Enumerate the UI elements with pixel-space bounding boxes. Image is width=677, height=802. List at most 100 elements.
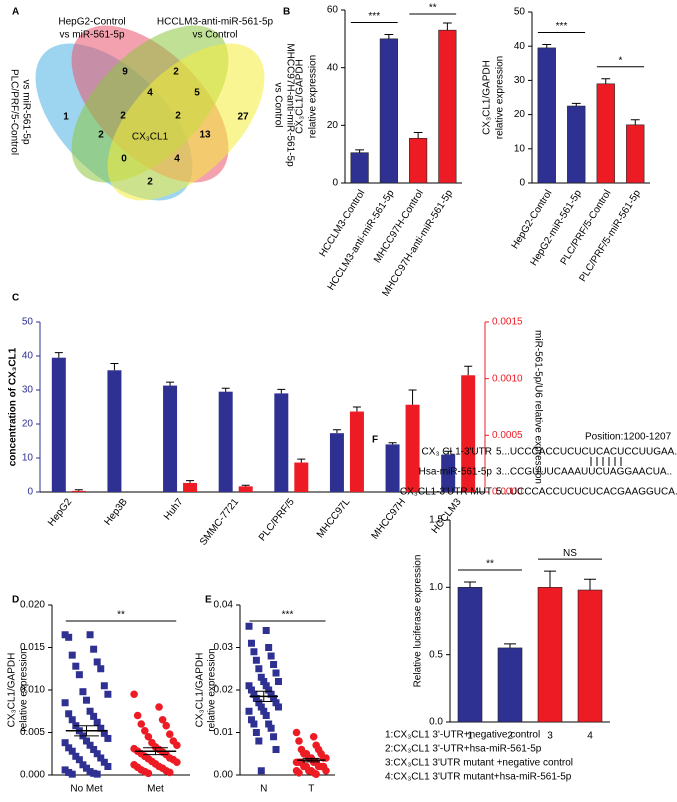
error-bar xyxy=(584,578,596,591)
x-tick-label: MHCC97L xyxy=(315,496,353,540)
data-point xyxy=(100,729,108,737)
region-count: 2 xyxy=(98,130,104,141)
data-point xyxy=(255,737,263,745)
panel-label: E xyxy=(205,595,212,606)
significance-label: NS xyxy=(563,548,577,559)
data-point xyxy=(72,752,80,760)
y-tick-label: 40 xyxy=(22,351,34,362)
note: 4:CX₃CL1 3'UTR mutant+hsa-miR-561-5p xyxy=(385,772,572,783)
data-point xyxy=(79,761,87,769)
error-bar xyxy=(504,643,516,648)
y-tick-label: 0.005 xyxy=(20,727,45,738)
data-point xyxy=(173,758,181,767)
error-bar xyxy=(408,389,417,405)
sem-bar xyxy=(255,690,273,702)
x-tick-label: 1 xyxy=(467,731,473,742)
bar xyxy=(537,47,556,184)
data-point xyxy=(250,648,258,656)
data-point xyxy=(100,758,108,766)
error-bar xyxy=(544,570,556,588)
x-tick-label: Met xyxy=(147,784,164,795)
error-bar xyxy=(74,489,83,491)
region-count: 2 xyxy=(175,111,181,122)
row-label: CX₃CL1-3'UTR MUT xyxy=(400,487,492,498)
data-point xyxy=(255,699,263,707)
error-bar xyxy=(388,442,397,445)
data-point xyxy=(245,622,253,630)
y-tick-label: 20 xyxy=(514,109,526,120)
set-label: HepG2-Control xyxy=(58,17,125,28)
x-tick-label: Hep3B xyxy=(102,496,130,527)
y-tick-label: 0.010 xyxy=(20,685,45,696)
data-point xyxy=(86,707,94,715)
data-point xyxy=(75,756,83,764)
data-point xyxy=(267,724,275,732)
data-point xyxy=(250,690,258,698)
sequence: 3...CCGUUUCAAAUUCUAGGAACUA.. xyxy=(496,467,672,478)
y-tick-label: 50 xyxy=(22,317,34,328)
data-point xyxy=(322,766,330,775)
data-point xyxy=(97,665,105,673)
region-count: 2 xyxy=(147,177,153,188)
x-tick-label: Huh7 xyxy=(162,496,186,522)
set-label: HCCLM3-anti-miR-561-5p xyxy=(157,17,274,28)
y-axis-label: CX₃CL1/GAPDH xyxy=(482,60,493,135)
set-label: vs miR-561-5p xyxy=(20,79,31,144)
data-point xyxy=(141,727,149,735)
region-count: 2 xyxy=(120,111,126,122)
set-ellipse xyxy=(107,43,265,201)
data-point xyxy=(65,768,73,776)
y-tick-label: 0.04 xyxy=(214,600,234,611)
y-tick-label: 40 xyxy=(514,41,526,52)
significance-label: *** xyxy=(368,11,380,22)
data-point xyxy=(68,747,76,755)
bar xyxy=(51,357,66,492)
y-tick-label: 20 xyxy=(327,120,339,131)
y-tick-label: 0.5 xyxy=(429,649,443,660)
sequence: 5...UCCCACCUCUCUCACGAAGGUCA.. xyxy=(496,487,677,498)
data-point xyxy=(262,712,270,719)
x-tick-label: No Met xyxy=(70,784,102,795)
data-point xyxy=(68,770,76,778)
data-point xyxy=(86,631,94,639)
region-count: 1 xyxy=(63,112,69,123)
error-bar xyxy=(297,458,306,463)
y-tick-label: 10 xyxy=(22,453,34,464)
data-point xyxy=(133,711,142,720)
y-tick-label: 40 xyxy=(327,62,339,73)
data-point xyxy=(295,737,303,745)
panel-label: C xyxy=(12,293,19,304)
data-point xyxy=(90,769,98,777)
y-tick-label: 0 xyxy=(332,178,338,189)
significance-label: ** xyxy=(429,3,437,14)
data-point xyxy=(260,678,268,685)
y-tick-label: 0 xyxy=(519,178,525,189)
row-label: CX₃ CL1-3'UTR xyxy=(422,447,492,458)
y-tick-label: 0.01 xyxy=(214,727,234,738)
data-point xyxy=(144,769,153,778)
data-point xyxy=(61,766,69,774)
position-label: Position:1200-1207 xyxy=(585,432,672,443)
bar xyxy=(567,105,586,184)
error-bar xyxy=(464,581,476,588)
y-tick-label: 0.020 xyxy=(20,600,45,611)
bar xyxy=(441,454,456,492)
data-point xyxy=(104,734,112,742)
panel-label: A xyxy=(12,7,19,18)
data-point xyxy=(272,746,280,753)
error-bar xyxy=(444,450,453,455)
bar xyxy=(409,138,428,184)
region-count: 9 xyxy=(122,67,128,78)
data-point xyxy=(65,710,73,718)
data-point xyxy=(274,678,282,685)
data-point xyxy=(93,718,101,726)
data-point xyxy=(86,768,94,776)
data-point xyxy=(267,652,275,660)
data-point xyxy=(93,750,101,758)
data-point xyxy=(104,690,112,698)
error-bar xyxy=(54,352,63,358)
error-bar xyxy=(630,119,640,125)
error-bar xyxy=(442,22,452,31)
y-tick-label: 0.015 xyxy=(20,642,45,653)
data-point xyxy=(252,695,260,702)
